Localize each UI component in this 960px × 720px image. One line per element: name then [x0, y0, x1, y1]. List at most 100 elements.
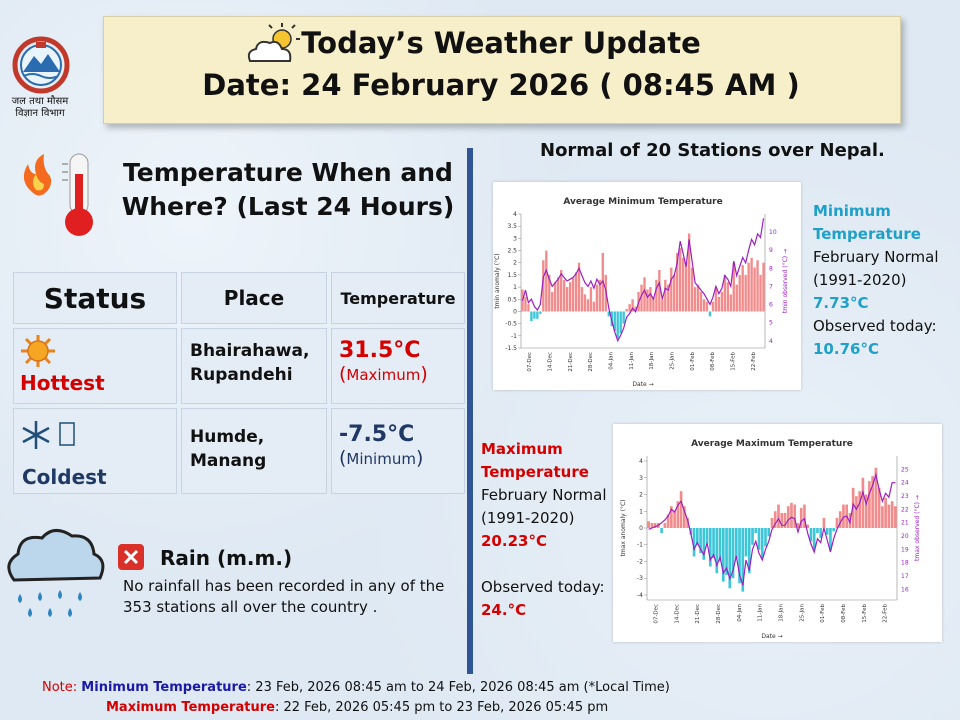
x-tick-label: 21-Dec	[568, 352, 574, 372]
anomaly-bar	[530, 311, 533, 322]
x-tick-label: 28-Dec	[716, 604, 722, 624]
anomaly-bar	[679, 248, 682, 312]
anomaly-bar	[684, 262, 688, 312]
anomaly-bar	[670, 267, 673, 312]
note-min-label: Minimum Temperature	[81, 680, 247, 695]
temperature-heading-line-2: Where? (Last 24 Hours)	[121, 192, 455, 221]
anomaly-bar	[625, 309, 628, 312]
page-title: Today’s Weather Update	[301, 26, 701, 60]
anomaly-bar	[559, 270, 563, 312]
note-min: Note: Minimum Temperature: 23 Feb, 2026 …	[42, 680, 670, 695]
max-panel-title-2: Temperature	[481, 463, 589, 481]
y-tick-label: 3	[639, 475, 643, 482]
anomaly-bar	[723, 274, 727, 312]
anomaly-bar	[871, 476, 874, 528]
anomaly-bar	[673, 274, 676, 312]
anomaly-bar	[660, 528, 663, 534]
y2-tick-label: 17	[901, 573, 909, 580]
place-header: Place	[181, 272, 327, 324]
anomaly-bar	[760, 528, 764, 559]
y-axis-label: tmin anomaly (°C)	[494, 253, 501, 308]
coldest-kind: (Minimum)	[333, 447, 463, 469]
x-tick-label: 01-Feb	[690, 352, 696, 371]
y2-axis-label: tmax observed (°C) →	[914, 495, 921, 561]
anomaly-bar	[539, 311, 542, 314]
note-max-label: Maximum Temperature	[106, 700, 275, 715]
x-axis-label: Date →	[632, 381, 653, 388]
anomaly-bar	[607, 311, 610, 317]
y2-tick-label: 6	[769, 302, 773, 309]
anomaly-bar	[842, 504, 845, 528]
anomaly-bar	[557, 277, 560, 312]
x-tick-label: 15-Feb	[862, 604, 868, 623]
anomaly-bar	[887, 504, 891, 528]
anomaly-bar	[640, 284, 643, 312]
y2-tick-label: 4	[769, 338, 773, 345]
anomaly-bar	[825, 528, 829, 535]
rain-description: No rainfall has been recorded in any of …	[123, 577, 445, 616]
hottest-kind-text: Maximum	[346, 366, 421, 384]
anomaly-bar	[708, 528, 712, 567]
x-tick-label: 04-Jan	[609, 351, 615, 369]
x-tick-label: 22-Feb	[751, 352, 757, 371]
anomaly-bar	[721, 528, 725, 582]
y-tick-label: 2.5	[507, 248, 517, 255]
anomaly-bar	[545, 250, 548, 312]
anomaly-bar	[799, 507, 803, 528]
sun-cloud-icon	[247, 23, 300, 62]
anomaly-bar	[718, 528, 722, 562]
anomaly-bar	[634, 306, 637, 312]
anomaly-bar	[711, 301, 715, 312]
y-tick-label: -2	[637, 558, 643, 565]
x-tick-label: 22-Feb	[883, 604, 889, 623]
anomaly-bar	[884, 497, 887, 528]
y-tick-label: 2	[513, 260, 517, 267]
anomaly-bar	[744, 528, 748, 557]
anomaly-bar	[894, 506, 897, 528]
anomaly-bar	[729, 294, 732, 312]
observed-line	[648, 472, 896, 586]
note-min-text: : 23 Feb, 2026 08:45 am to 24 Feb, 2026 …	[246, 680, 670, 695]
vertical-divider	[467, 148, 473, 674]
x-tick-label: 08-Feb	[841, 604, 847, 623]
coldest-place-cell: Humde, Manang	[181, 408, 327, 494]
y2-tick-label: 8	[769, 265, 773, 272]
anomaly-bar	[744, 274, 747, 312]
anomaly-bar	[613, 311, 616, 331]
x-tick-label: 07-Dec	[653, 604, 659, 624]
coldest-label: Coldest	[22, 465, 107, 489]
anomaly-bar	[565, 287, 569, 312]
anomaly-bar	[583, 294, 587, 312]
anomaly-bar	[751, 528, 754, 545]
anomaly-bar	[647, 521, 650, 528]
anomaly-bar	[877, 487, 881, 528]
x-tick-label: 01-Feb	[820, 604, 826, 623]
anomaly-bar	[681, 257, 685, 312]
anomaly-bar	[696, 284, 700, 312]
hottest-temp-cell: 31.5°C (Maximum)	[331, 328, 465, 404]
anomaly-bar	[816, 528, 819, 534]
y2-tick-label: 5	[769, 320, 773, 327]
anomaly-bar	[764, 528, 767, 547]
anomaly-bar	[734, 528, 738, 559]
observed-line	[521, 218, 765, 343]
x-tick-label: 21-Dec	[695, 604, 701, 624]
dept-name: जल तथा मौसम विज्ञान विभाग	[2, 96, 78, 120]
anomaly-bar	[705, 301, 709, 312]
y2-tick-label: 23	[901, 493, 909, 500]
anomaly-bar	[741, 265, 744, 312]
x-tick-label: 04-Jan	[737, 603, 743, 621]
min-panel-title-1: Minimum	[813, 202, 891, 220]
min-temp-chart-box: Average Minimum Temperature -1.5 -1 -0.5 0 0.…	[493, 182, 801, 390]
coldest-status-cell: Coldest	[13, 408, 177, 494]
anomaly-bar	[527, 304, 530, 312]
anomaly-bar	[646, 289, 649, 312]
x-tick-label: 14-Dec	[674, 604, 680, 624]
anomaly-bar	[692, 528, 696, 557]
dept-line-1: जल तथा मौसम	[11, 96, 69, 107]
anomaly-bar	[571, 277, 575, 312]
y-tick-label: 1	[639, 508, 643, 515]
max-observed-value: 24.°C	[481, 601, 527, 619]
normals-title: Normal of 20 Stations over Nepal.	[540, 140, 885, 161]
anomaly-bar	[759, 274, 762, 312]
